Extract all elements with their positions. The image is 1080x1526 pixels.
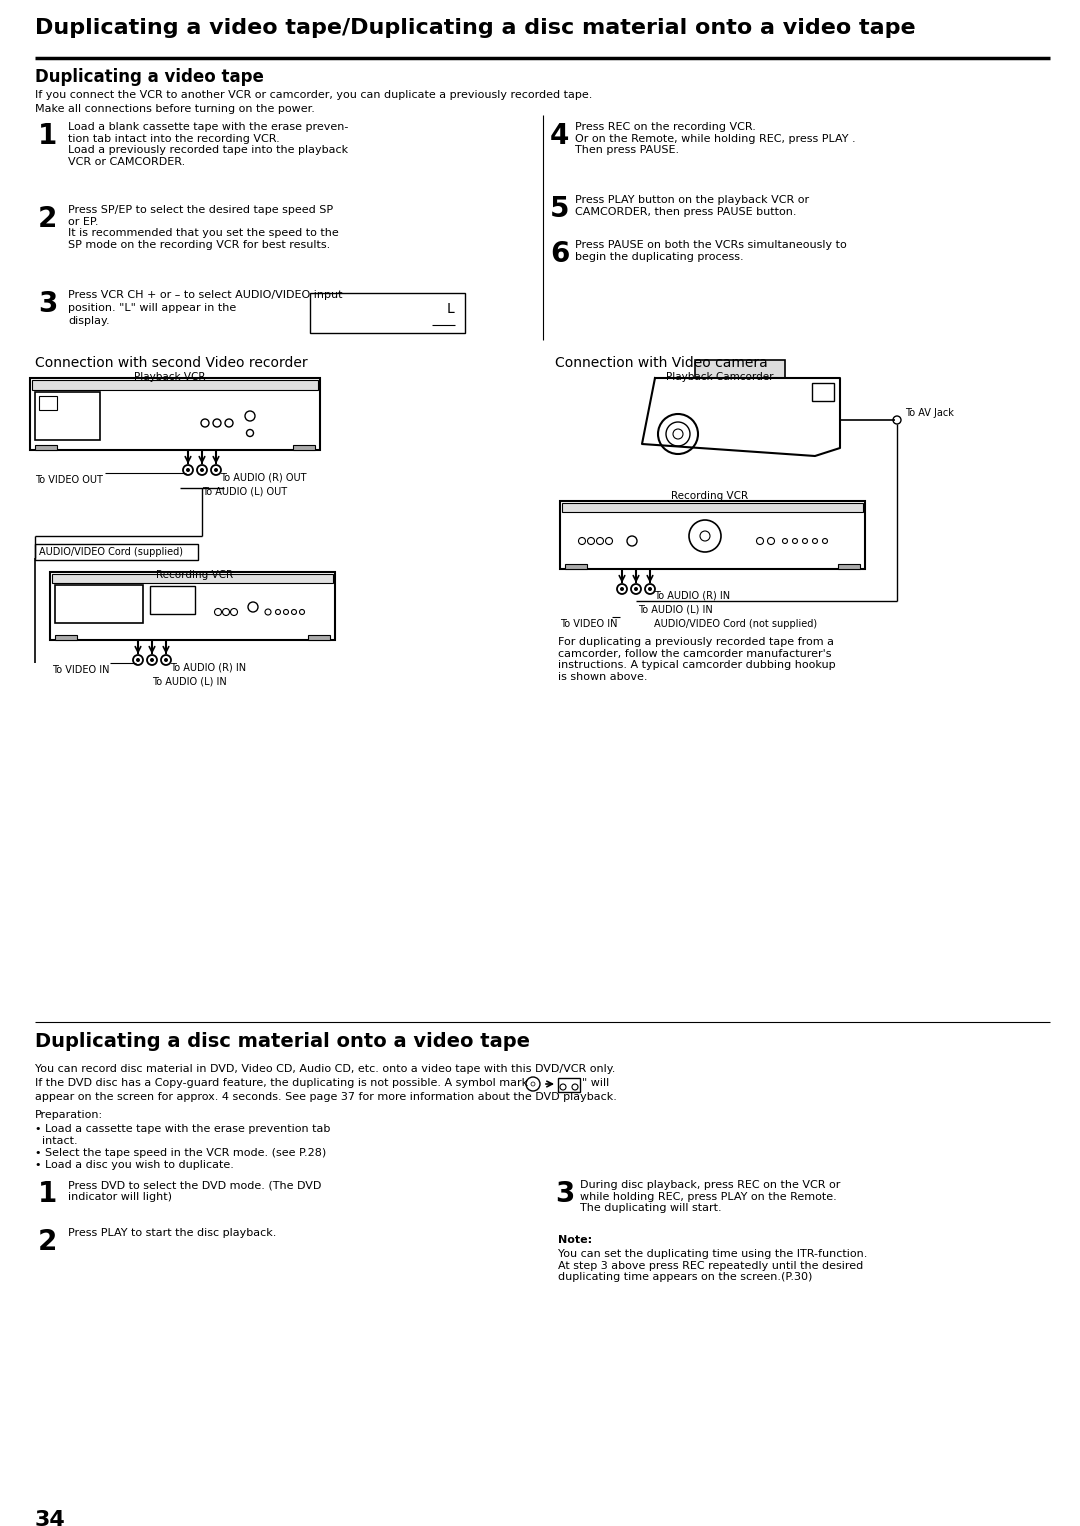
Text: 34: 34 [35, 1511, 66, 1526]
Circle shape [147, 655, 157, 665]
Text: Load a blank cassette tape with the erase preven-
tion tab intact into the recor: Load a blank cassette tape with the eras… [68, 122, 349, 166]
Bar [558, 1077, 580, 1093]
Bar [52, 574, 333, 583]
Circle shape [150, 658, 154, 662]
Text: 5: 5 [550, 195, 569, 223]
Bar [696, 360, 785, 378]
Text: 2: 2 [38, 1228, 57, 1256]
Circle shape [634, 588, 638, 591]
Text: To VIDEO OUT: To VIDEO OUT [35, 475, 103, 485]
Bar [838, 565, 860, 569]
Text: AUDIO/VIDEO Cord (not supplied): AUDIO/VIDEO Cord (not supplied) [654, 620, 818, 629]
Bar [30, 378, 320, 450]
Bar [35, 446, 57, 450]
Text: Duplicating a video tape/Duplicating a disc material onto a video tape: Duplicating a video tape/Duplicating a d… [35, 18, 916, 38]
Bar [812, 383, 834, 401]
Text: You can set the duplicating time using the ITR-function.
At step 3 above press R: You can set the duplicating time using t… [558, 1248, 867, 1282]
Text: To AUDIO (R) IN: To AUDIO (R) IN [654, 591, 730, 601]
Bar [293, 446, 315, 450]
Text: 1: 1 [38, 1180, 57, 1209]
Text: Duplicating a disc material onto a video tape: Duplicating a disc material onto a video… [35, 1032, 530, 1051]
Bar [50, 572, 335, 639]
Bar [562, 504, 863, 513]
Text: AUDIO/VIDEO Cord (supplied): AUDIO/VIDEO Cord (supplied) [39, 546, 183, 557]
Text: Press PLAY button on the playback VCR or
CAMCORDER, then press PAUSE button.: Press PLAY button on the playback VCR or… [575, 195, 809, 217]
Text: Press REC on the recording VCR.
Or on the Remote, while holding REC, press PLAY : Press REC on the recording VCR. Or on th… [575, 122, 855, 156]
Circle shape [214, 468, 218, 472]
Text: 1: 1 [38, 122, 57, 150]
Text: Press SP/EP to select the desired tape speed SP
or EP.
It is recommended that yo: Press SP/EP to select the desired tape s… [68, 204, 339, 250]
Bar [39, 397, 57, 410]
Text: To AUDIO (L) IN: To AUDIO (L) IN [638, 604, 713, 613]
Text: 4: 4 [550, 122, 569, 150]
Bar [35, 392, 100, 439]
Circle shape [136, 658, 140, 662]
Circle shape [620, 588, 624, 591]
Text: Connection with Video camera: Connection with Video camera [555, 356, 768, 369]
Text: Preparation:: Preparation: [35, 1109, 103, 1120]
Text: Duplicating a video tape: Duplicating a video tape [35, 69, 264, 85]
Bar [32, 380, 318, 391]
Text: If you connect the VCR to another VCR or camcorder, you can duplicate a previous: If you connect the VCR to another VCR or… [35, 90, 592, 101]
Text: Press PLAY to start the disc playback.: Press PLAY to start the disc playback. [68, 1228, 276, 1238]
Text: 3: 3 [555, 1180, 575, 1209]
Text: • Load a cassette tape with the erase prevention tab: • Load a cassette tape with the erase pr… [35, 1125, 330, 1134]
Text: display.: display. [68, 316, 110, 327]
Text: Connection with second Video recorder: Connection with second Video recorder [35, 356, 308, 369]
Text: • Load a disc you wish to duplicate.: • Load a disc you wish to duplicate. [35, 1160, 234, 1170]
Text: 2: 2 [38, 204, 57, 233]
Text: " will: " will [582, 1077, 609, 1088]
Text: To VIDEO IN: To VIDEO IN [561, 620, 618, 629]
Text: Recording VCR: Recording VCR [672, 491, 748, 501]
Text: • Select the tape speed in the VCR mode. (see P.28): • Select the tape speed in the VCR mode.… [35, 1148, 326, 1158]
Text: Note:: Note: [558, 1235, 592, 1245]
Circle shape [186, 468, 190, 472]
Circle shape [645, 584, 654, 594]
Circle shape [648, 588, 652, 591]
Text: L: L [447, 302, 455, 316]
Circle shape [631, 584, 642, 594]
Circle shape [200, 468, 204, 472]
Text: For duplicating a previously recorded tape from a
camcorder, follow the camcorde: For duplicating a previously recorded ta… [558, 636, 836, 682]
Bar [308, 635, 330, 639]
Bar [561, 501, 865, 569]
Circle shape [617, 584, 627, 594]
Polygon shape [642, 378, 840, 456]
Text: You can record disc material in DVD, Video CD, Audio CD, etc. onto a video tape : You can record disc material in DVD, Vid… [35, 1064, 616, 1074]
Text: 3: 3 [38, 290, 57, 317]
Text: Make all connections before turning on the power.: Make all connections before turning on t… [35, 104, 315, 114]
Text: Playback VCR: Playback VCR [134, 372, 206, 382]
Bar [565, 565, 588, 569]
Bar [55, 635, 77, 639]
Bar [35, 543, 198, 560]
Text: Playback Camcorder: Playback Camcorder [666, 372, 773, 382]
Circle shape [133, 655, 143, 665]
Text: Press PAUSE on both the VCRs simultaneously to
begin the duplicating process.: Press PAUSE on both the VCRs simultaneou… [575, 240, 847, 261]
Text: Press VCR CH + or – to select AUDIO/VIDEO input: Press VCR CH + or – to select AUDIO/VIDE… [68, 290, 342, 301]
Circle shape [211, 465, 221, 475]
Text: To AUDIO (R) IN: To AUDIO (R) IN [170, 662, 246, 673]
Text: To AUDIO (L) IN: To AUDIO (L) IN [152, 676, 227, 687]
Circle shape [197, 465, 207, 475]
Bar [310, 293, 465, 333]
Text: 6: 6 [550, 240, 569, 269]
Text: To AUDIO (R) OUT: To AUDIO (R) OUT [220, 473, 307, 484]
Text: To AUDIO (L) OUT: To AUDIO (L) OUT [202, 485, 287, 496]
Text: Recording VCR: Recording VCR [157, 571, 233, 580]
Text: During disc playback, press REC on the VCR or
while holding REC, press PLAY on t: During disc playback, press REC on the V… [580, 1180, 840, 1213]
Text: intact.: intact. [35, 1135, 78, 1146]
Circle shape [183, 465, 193, 475]
Text: To AV Jack: To AV Jack [905, 407, 954, 418]
Text: If the DVD disc has a Copy-guard feature, the duplicating is not possible. A sym: If the DVD disc has a Copy-guard feature… [35, 1077, 528, 1088]
Circle shape [164, 658, 168, 662]
Text: appear on the screen for approx. 4 seconds. See page 37 for more information abo: appear on the screen for approx. 4 secon… [35, 1093, 617, 1102]
Bar [150, 586, 195, 613]
Text: Press DVD to select the DVD mode. (The DVD
indicator will light): Press DVD to select the DVD mode. (The D… [68, 1180, 322, 1201]
Text: position. "L" will appear in the: position. "L" will appear in the [68, 304, 237, 313]
Text: To VIDEO IN: To VIDEO IN [52, 665, 109, 674]
Circle shape [161, 655, 171, 665]
Bar [55, 584, 143, 623]
